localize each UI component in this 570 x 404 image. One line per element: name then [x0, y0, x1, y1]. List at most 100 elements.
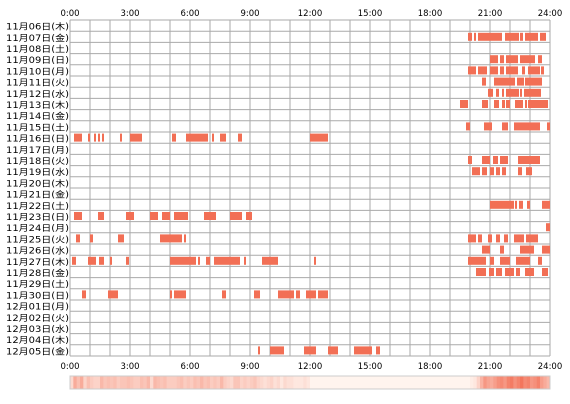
row-label: 12月03日(水) — [6, 324, 69, 334]
activity-mark — [490, 66, 498, 75]
density-cell — [213, 376, 217, 389]
density-cell — [510, 376, 514, 389]
activity-mark — [460, 100, 468, 108]
activity-mark — [520, 55, 535, 64]
activity-mark — [500, 156, 508, 164]
density-cell — [243, 376, 247, 389]
density-cell — [273, 376, 277, 389]
activity-mark — [516, 268, 520, 276]
activity-mark — [500, 66, 504, 75]
density-cell — [373, 376, 377, 389]
density-cell — [360, 376, 364, 389]
activity-mark — [493, 156, 498, 164]
density-cell — [420, 376, 424, 389]
density-cell — [160, 376, 164, 389]
density-cell — [266, 376, 271, 389]
density-cell — [506, 376, 511, 389]
density-cell — [450, 376, 454, 389]
density-cell — [206, 376, 211, 389]
activity-mark — [520, 32, 523, 41]
density-cell — [253, 376, 257, 389]
activity-mark — [74, 133, 82, 142]
activity-mark — [88, 133, 90, 142]
activity-mark — [98, 212, 104, 220]
density-cell — [180, 376, 184, 389]
density-cell — [296, 376, 301, 389]
density-cell — [166, 376, 171, 389]
density-cell — [346, 376, 351, 389]
activity-mark — [296, 290, 300, 299]
row-label: 11月22日(土) — [6, 201, 69, 211]
density-cell — [246, 376, 251, 389]
activity-mark — [170, 290, 172, 299]
density-cell — [226, 376, 231, 389]
density-cell — [230, 376, 234, 389]
density-cell — [410, 376, 414, 389]
density-cell — [316, 376, 321, 389]
density-cell — [190, 376, 194, 389]
activity-mark — [496, 234, 500, 243]
activity-mark — [174, 212, 188, 220]
density-cell — [280, 376, 284, 389]
density-cell — [100, 376, 104, 389]
row-label: 12月01日(月) — [6, 302, 69, 312]
density-cell — [363, 376, 367, 389]
activity-mark — [76, 234, 80, 243]
activity-mark — [150, 212, 158, 220]
density-cell — [290, 376, 294, 389]
density-cell — [340, 376, 344, 389]
density-cell — [513, 376, 517, 389]
density-cell — [256, 376, 261, 389]
x-tick-label: 24:00 — [538, 9, 563, 19]
x-tick-label: 0:00 — [60, 9, 79, 19]
density-cell — [386, 376, 391, 389]
density-cell — [400, 376, 404, 389]
activity-mark — [482, 167, 487, 176]
activity-mark — [527, 200, 530, 209]
activity-mark — [482, 156, 490, 164]
activity-mark — [184, 234, 186, 243]
activity-marks — [72, 32, 550, 355]
density-cell — [76, 376, 81, 389]
row-label: 11月12日(水) — [6, 89, 69, 99]
density-cell — [263, 376, 267, 389]
density-cell — [396, 376, 401, 389]
activity-mark — [254, 290, 260, 299]
activity-mark — [541, 66, 544, 75]
row-label: 11月28日(金) — [6, 268, 69, 278]
density-cell — [326, 376, 331, 389]
x-tick-label: 21:00 — [478, 9, 503, 19]
activity-mark — [547, 122, 550, 131]
activity-mark — [489, 268, 494, 276]
activity-mark — [505, 32, 519, 41]
density-cell — [153, 376, 157, 389]
row-label: 11月14日(金) — [6, 111, 69, 121]
activity-mark — [328, 346, 338, 355]
activity-mark — [482, 100, 488, 108]
density-cell — [283, 376, 287, 389]
activity-mark — [488, 234, 492, 243]
row-label: 11月16日(日) — [6, 134, 69, 144]
activity-mark — [206, 256, 210, 265]
density-cell — [383, 376, 387, 389]
density-cell — [170, 376, 174, 389]
x-tick-label: 15:00 — [358, 9, 383, 19]
row-label: 11月24日(月) — [6, 223, 69, 233]
activity-mark — [258, 346, 260, 355]
row-label: 11月13日(木) — [6, 100, 69, 110]
density-cell — [156, 376, 161, 389]
activity-mark — [110, 256, 112, 265]
density-cell — [443, 376, 447, 389]
density-cell — [530, 376, 534, 389]
activity-mark — [525, 32, 538, 41]
activity-mark — [94, 133, 96, 142]
activity-mark — [522, 66, 525, 75]
activity-mark — [525, 268, 534, 276]
activity-mark — [90, 234, 93, 243]
activity-mark — [506, 88, 519, 97]
density-cell — [473, 376, 477, 389]
density-cell — [110, 376, 114, 389]
x-tick-label: 0:00 — [60, 362, 79, 372]
activity-mark — [524, 88, 541, 97]
